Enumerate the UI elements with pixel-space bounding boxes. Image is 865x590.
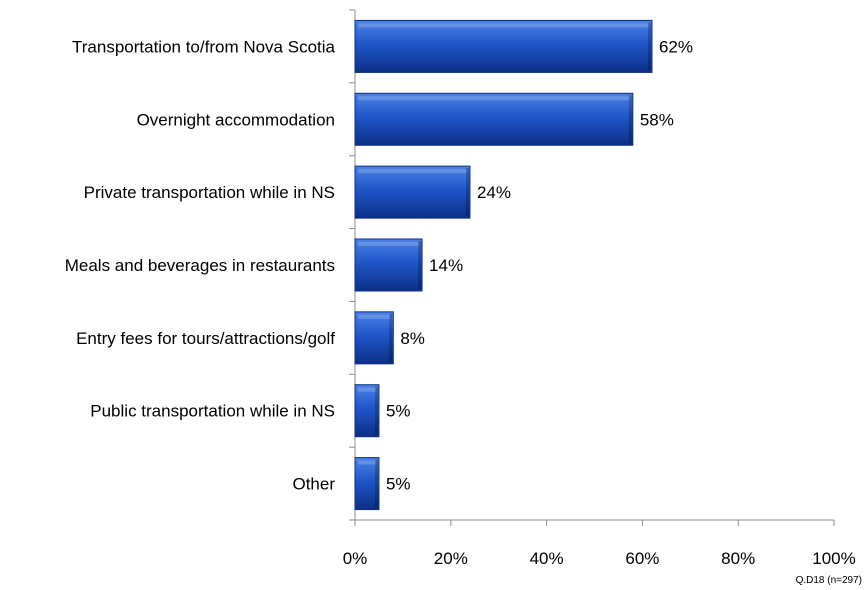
category-label: Transportation to/from Nova Scotia: [72, 37, 336, 56]
category-label: Entry fees for tours/attractions/golf: [76, 329, 335, 348]
category-label: Other: [292, 475, 335, 494]
x-tick-label: 60%: [625, 549, 659, 568]
bar-group: [354, 384, 380, 438]
bar-bevel-shadow: [418, 241, 422, 289]
x-tick-label: 20%: [434, 549, 468, 568]
bar-bevel-shadow: [647, 22, 651, 71]
bar-bevel-shadow: [628, 95, 632, 144]
bar-group: [354, 19, 653, 73]
bar-bevel-highlight: [358, 387, 376, 392]
bar-group: [354, 92, 634, 146]
value-label: 8%: [400, 329, 425, 348]
bar-bevel-shadow: [465, 168, 469, 217]
bar-bevel-highlight: [358, 169, 467, 174]
value-label: 62%: [659, 37, 693, 56]
value-label: 5%: [386, 402, 411, 421]
bar-group: [354, 457, 380, 511]
sample-note: Q.D18 (n=297): [796, 575, 862, 586]
x-tick-label: 80%: [721, 549, 755, 568]
bar-group: [354, 238, 423, 292]
bar-group: [354, 165, 471, 219]
bar-bevel-highlight: [358, 23, 649, 28]
x-tick-label: 100%: [812, 549, 855, 568]
bar-bevel-highlight: [358, 96, 630, 101]
x-tick-label: 40%: [530, 549, 564, 568]
bar: [354, 457, 380, 511]
category-label: Meals and beverages in restaurants: [65, 256, 335, 275]
bar-group: [354, 311, 394, 365]
bar: [354, 165, 471, 219]
category-label: Private transportation while in NS: [84, 183, 335, 202]
value-label: 5%: [386, 475, 411, 494]
category-label: Public transportation while in NS: [90, 402, 335, 421]
bar: [354, 92, 634, 146]
value-label: 14%: [429, 256, 463, 275]
value-label: 24%: [477, 183, 511, 202]
bar-bevel-shadow: [374, 459, 378, 508]
bar: [354, 384, 380, 438]
x-tick-label: 0%: [343, 549, 368, 568]
bar-bevel-shadow: [389, 313, 393, 362]
bar-bevel-shadow: [374, 386, 378, 435]
bar-bevel-highlight: [358, 460, 376, 465]
bar: [354, 19, 653, 73]
bar-bevel-highlight: [358, 314, 391, 319]
value-label: 58%: [640, 110, 674, 129]
bar-bevel-highlight: [358, 242, 420, 246]
bar: [354, 238, 423, 292]
category-label: Overnight accommodation: [137, 110, 335, 129]
bar: [354, 311, 394, 365]
